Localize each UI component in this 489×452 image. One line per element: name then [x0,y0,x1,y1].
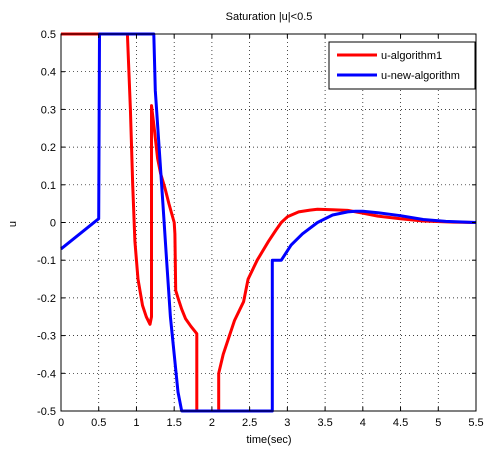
x-tick-label: 1.5 [167,417,182,429]
x-tick-label: 3.5 [317,417,332,429]
y-tick-label: 0.4 [41,67,56,79]
x-tick-label: 4 [360,417,366,429]
legend: u-algorithm1 u-new-algorithm [328,41,476,90]
series-line-u-algorithm1 [61,32,477,413]
axis-ticks: 0 0.5 1 1.5 2 2.5 3 3.5 4 4.5 5 5.5 -0.5 -0.4 -0.3 -0.2… [37,29,484,429]
x-tick-label: 5 [435,417,441,429]
x-tick-label: 1 [133,417,139,429]
y-tick-label: 0 [50,218,56,230]
x-tick-label: 0 [58,417,64,429]
y-tick-label: -0.5 [37,406,56,418]
y-tick-label: 0.2 [41,142,56,154]
y-tick-label: -0.4 [37,368,56,380]
x-tick-label: 2 [209,417,215,429]
x-tick-label: 4.5 [393,417,408,429]
x-axis-label: time(sec) [246,434,291,446]
series-line-u-new-algorithm [60,32,477,413]
grid [61,34,476,411]
series-lines [60,32,477,413]
x-tick-label: 5.5 [468,417,483,429]
y-axis-label: u [7,221,19,227]
y-tick-label: 0.3 [41,104,56,116]
y-tick-label: 0.1 [41,180,56,192]
x-tick-label: 2.5 [242,417,257,429]
x-tick-label: 0.5 [91,417,106,429]
legend-box [328,41,476,90]
y-tick-label: -0.1 [37,255,56,267]
y-tick-label: -0.2 [37,293,56,305]
y-tick-label: -0.3 [37,331,56,343]
legend-label-u-algorithm1: u-algorithm1 [381,50,442,62]
x-tick-label: 3 [284,417,290,429]
chart-title: Saturation |u|<0.5 [226,11,313,23]
legend-label-u-new-algorithm: u-new-algorithm [381,70,460,82]
y-tick-label: 0.5 [41,29,56,41]
